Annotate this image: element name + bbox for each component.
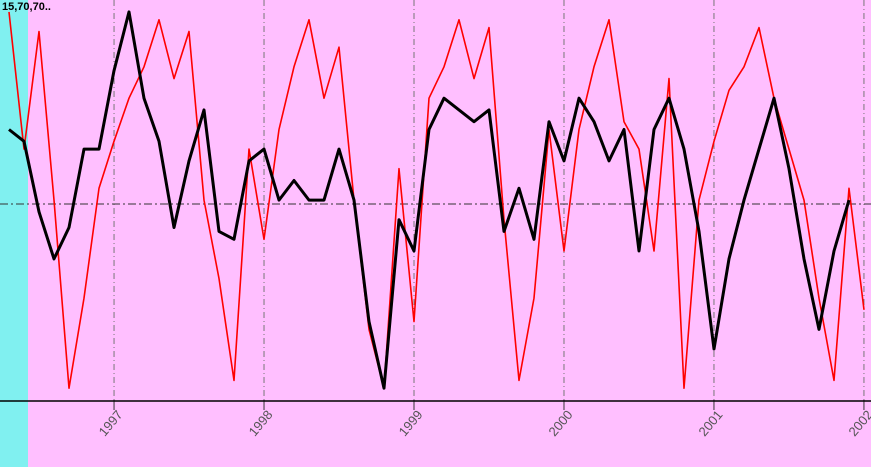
- side-strip: [0, 0, 28, 467]
- axis-band: [0, 402, 871, 467]
- lines: [8, 10, 865, 390]
- grid: [0, 0, 871, 400]
- series-line: [8, 10, 851, 390]
- side-strip-bottom: [0, 402, 28, 467]
- indicator-label: 15,70,70..: [2, 1, 51, 13]
- series-line: [8, 11, 865, 389]
